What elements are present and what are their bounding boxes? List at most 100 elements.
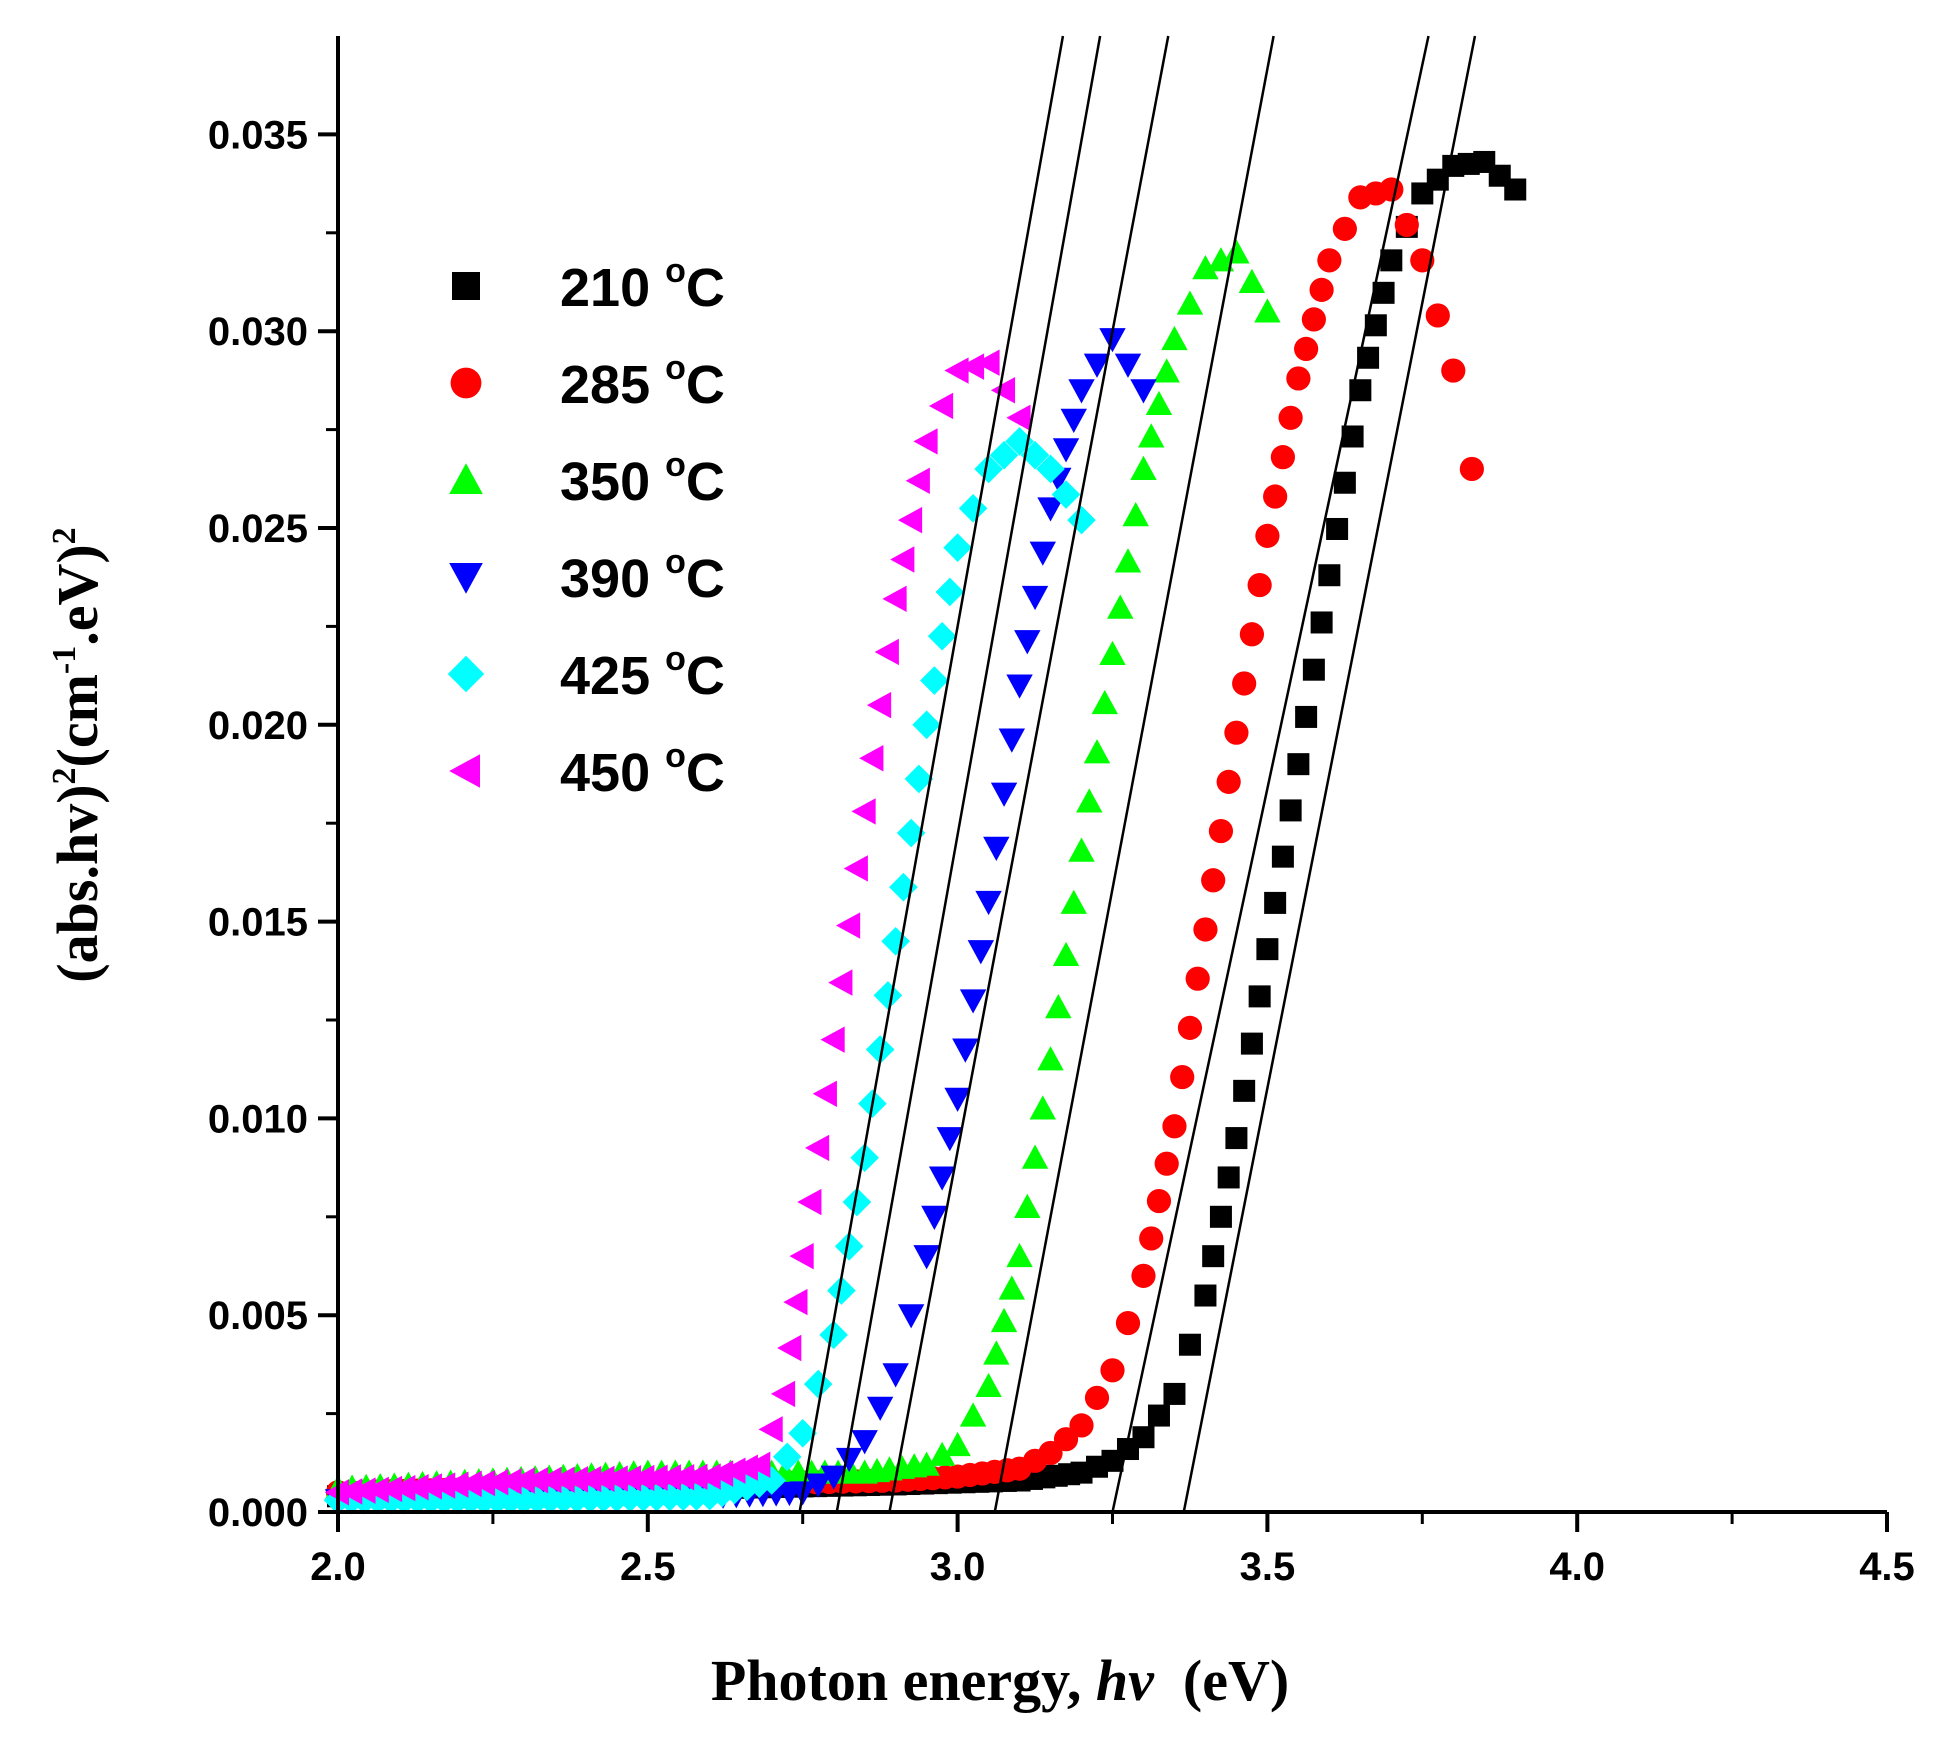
data-point: [1216, 769, 1241, 794]
data-point: [1052, 941, 1080, 967]
data-point: [874, 638, 899, 666]
data-point: [1091, 689, 1118, 715]
data-point: [843, 855, 868, 882]
data-point: [1068, 837, 1095, 862]
data-point: [804, 1134, 830, 1162]
data-point: [1114, 548, 1142, 573]
data-point: [1286, 366, 1311, 391]
data-point: [777, 1334, 802, 1362]
data-point: [1154, 1151, 1179, 1176]
data-point: [1083, 353, 1111, 378]
data-point: [1364, 314, 1387, 337]
legend-marker: [449, 563, 483, 594]
data-point: [1020, 440, 1050, 470]
fit-line: [888, 35, 1170, 1513]
data-point: [1270, 445, 1295, 470]
data-point: [998, 728, 1026, 753]
data-point: [1037, 1046, 1064, 1071]
data-point: [834, 1232, 864, 1261]
data-point: [788, 1418, 817, 1448]
data-point: [523, 1467, 549, 1494]
x-tick-label: 4.5: [1859, 1545, 1915, 1589]
data-point: [804, 1473, 832, 1498]
data-point: [797, 1188, 822, 1216]
legend-item-285: 285 oC: [450, 349, 725, 415]
fit-line: [1182, 35, 1477, 1513]
data-point: [944, 357, 969, 384]
data-point: [881, 926, 910, 956]
fit-line: [835, 35, 1102, 1513]
data-point: [1161, 325, 1188, 351]
data-point: [1310, 611, 1333, 634]
y-tick-label: 0.020: [208, 704, 308, 748]
data-point: [975, 349, 1000, 376]
data-point: [1255, 523, 1280, 548]
data-point: [470, 1469, 496, 1497]
data-point: [1138, 423, 1165, 448]
legend-item-350: 350 oC: [449, 446, 725, 512]
data-point: [842, 1187, 872, 1217]
data-point: [1504, 178, 1527, 201]
data-point: [974, 454, 1003, 484]
data-point: [708, 1460, 734, 1487]
data-point: [1341, 425, 1364, 448]
data-point: [1223, 239, 1250, 264]
series-390: [324, 328, 1157, 1514]
data-point: [431, 1472, 456, 1499]
data-point: [1248, 985, 1271, 1008]
data-point: [866, 1396, 894, 1421]
data-point: [835, 912, 861, 939]
series-450: [324, 349, 1031, 1506]
data-point: [1372, 281, 1395, 304]
data-point: [1332, 216, 1357, 241]
data-point: [1153, 358, 1180, 383]
legend: 210 oC 285 oC 350 oC 390 oC 425 oC 450 oC: [447, 252, 725, 803]
legend-item-425: 425 oC: [447, 640, 725, 706]
data-point: [537, 1466, 562, 1494]
data-point: [1069, 1413, 1094, 1438]
data-point: [772, 1442, 802, 1472]
data-point: [1309, 277, 1334, 302]
data-point: [905, 467, 930, 494]
data-point: [444, 1471, 469, 1498]
data-point: [377, 1475, 403, 1503]
x-axis-title: Photon energy, hν (eV): [711, 1648, 1289, 1713]
y-tick-label: 0.035: [208, 113, 308, 157]
data-point: [828, 969, 853, 996]
data-point: [1194, 1284, 1217, 1307]
data-point: [928, 1441, 956, 1466]
data-point: [936, 1127, 964, 1152]
fit-line: [1111, 35, 1430, 1513]
data-point: [958, 494, 988, 523]
data-point: [1207, 247, 1235, 272]
data-point: [1201, 868, 1226, 893]
data-point: [1006, 674, 1033, 699]
x-tick-label: 3.5: [1240, 1545, 1296, 1589]
legend-item-210: 210 oC: [452, 252, 725, 318]
data-point: [904, 764, 934, 794]
data-point: [1147, 1404, 1170, 1427]
y-tick-label: 0.015: [208, 901, 308, 945]
axes: 2.0 2.5 3.0 3.5 4.0 4.5 0.000 0.005 0.010 0.015 0.…: [208, 36, 1915, 1589]
data-point: [1209, 1205, 1232, 1228]
data-point: [577, 1465, 602, 1493]
data-point: [1278, 405, 1303, 430]
legend-label: 350 oC: [560, 446, 725, 512]
data-point: [952, 1038, 979, 1063]
data-point: [912, 710, 941, 740]
data-point: [921, 1205, 948, 1230]
data-point: [975, 890, 1002, 916]
legend-label: 425 oC: [560, 640, 725, 706]
data-point: [896, 818, 926, 848]
data-point: [783, 1288, 808, 1316]
data-point: [1441, 358, 1466, 383]
data-point: [865, 1035, 895, 1064]
data-point: [1459, 456, 1484, 482]
data-point: [1217, 1166, 1240, 1189]
data-point: [670, 1463, 695, 1491]
data-point: [590, 1465, 615, 1493]
data-point: [1357, 346, 1380, 369]
plot-area: [323, 150, 1527, 1515]
data-point: [1146, 1188, 1172, 1214]
data-point: [1115, 1310, 1141, 1336]
